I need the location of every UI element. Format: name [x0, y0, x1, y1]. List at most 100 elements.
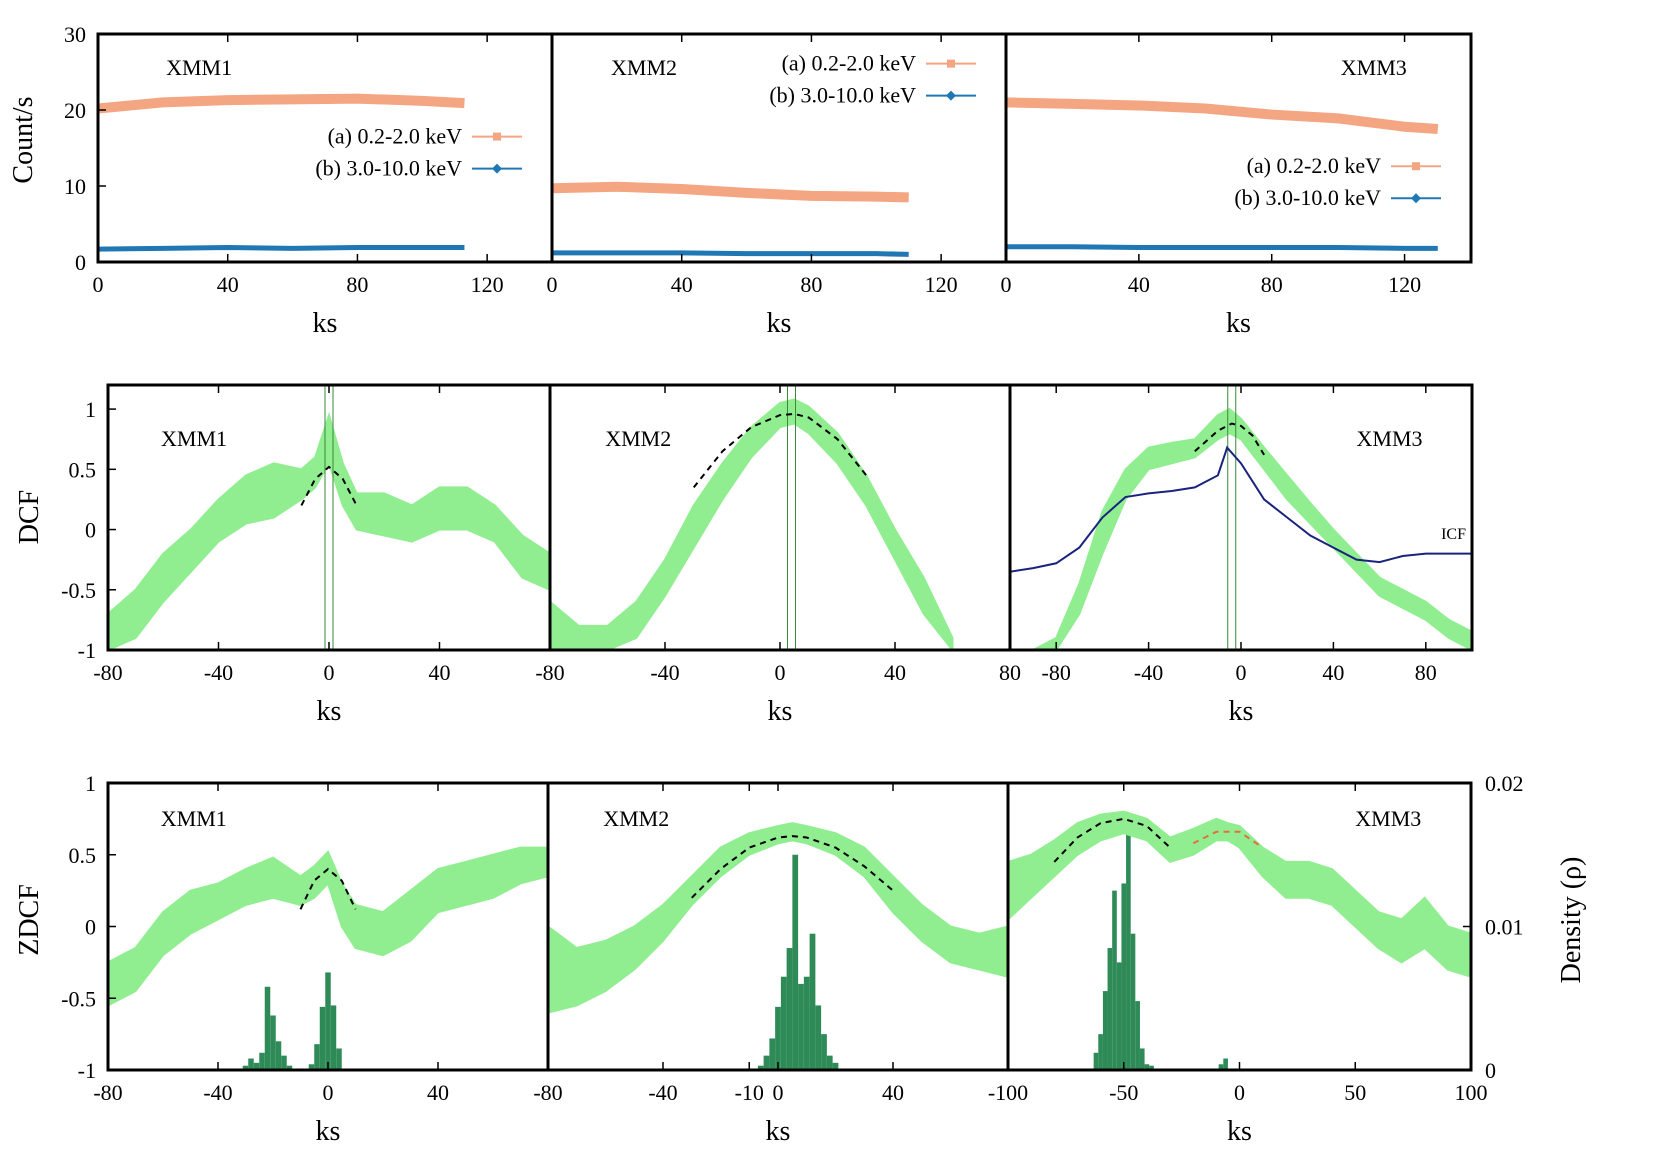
histogram-bar — [325, 972, 331, 1070]
histogram-bar — [1116, 962, 1122, 1070]
histogram-bar — [786, 948, 793, 1070]
plot-area — [550, 385, 954, 650]
x-tick-label: 0 — [93, 272, 104, 297]
x-tick-label: -80 — [93, 660, 122, 685]
histogram-bar — [1112, 890, 1117, 1070]
x-tick-label: 40 — [882, 1080, 904, 1105]
panel-title: XMM2 — [605, 426, 671, 451]
y-tick-label: 0 — [85, 915, 96, 940]
x-tick-label: 40 — [427, 1080, 449, 1105]
y-tick-label: 0 — [85, 518, 96, 543]
histogram-bar — [815, 1005, 822, 1070]
x-tick-label: 120 — [925, 272, 958, 297]
plot-area — [1008, 810, 1471, 1070]
y-tick-label: 0.5 — [69, 457, 97, 482]
icf-annotation: ICF — [1441, 526, 1466, 543]
panel-title: XMM3 — [1341, 55, 1407, 80]
panel-title: XMM1 — [166, 55, 232, 80]
gaussian-fit-line — [691, 835, 894, 899]
lightcurve-soft — [98, 93, 465, 114]
x-axis-label: ks — [313, 308, 338, 339]
dcf-error-band — [108, 411, 550, 650]
x-tick-label: -100 — [988, 1080, 1028, 1105]
histogram-bar — [1149, 1065, 1154, 1070]
histogram-bar — [286, 1065, 293, 1070]
gaussian-fit-line — [299, 867, 357, 910]
histogram-bar — [1139, 1048, 1145, 1070]
plot-area — [1010, 385, 1472, 650]
x-tick-label: 40 — [429, 660, 451, 685]
dcf-error-band — [550, 398, 954, 650]
panel-title: XMM3 — [1355, 806, 1421, 831]
icf-line — [1010, 445, 1472, 573]
x-tick-label: -80 — [93, 1080, 122, 1105]
peak-marker — [1227, 385, 1237, 650]
histogram-bar — [314, 1044, 320, 1070]
x-tick-label: -40 — [1134, 660, 1163, 685]
plot-area — [548, 822, 1008, 1070]
histogram-bar — [826, 1055, 833, 1070]
y-tick-label: -1 — [78, 1058, 96, 1083]
legend-marker — [1412, 162, 1420, 171]
peak-marker — [324, 385, 334, 650]
x-axis-label: ks — [766, 1116, 791, 1147]
histogram-bar — [769, 1038, 776, 1070]
histogram-bar — [270, 1015, 276, 1070]
panel-title: XMM2 — [611, 55, 677, 80]
y-tick-label: -0.5 — [61, 578, 96, 603]
histogram-bar — [253, 1062, 260, 1070]
gaussian-fit-line — [1053, 817, 1171, 863]
legend-marker — [492, 163, 502, 174]
x-tick-label: 50 — [1344, 1080, 1366, 1105]
panel-mid-3: -80 -40 0 40 80 ks XMM3 ICF — [1008, 383, 1474, 727]
panel-top-2: 0 40 80 120 ks XMM2 (a) 0.2-2.0 keV (b) 3.0-10.… — [547, 32, 1008, 339]
histogram-bar — [264, 986, 271, 1070]
gaussian-fit-line — [300, 465, 358, 506]
y-tick-label: 0 — [75, 250, 86, 275]
plot-area — [98, 93, 465, 252]
x-tick-label: -40 — [648, 1080, 677, 1105]
x-tick-label: 80 — [800, 272, 822, 297]
histogram-bar — [757, 1065, 764, 1070]
y2-tick-label: 0.02 — [1485, 771, 1524, 796]
panel-title: XMM2 — [603, 806, 669, 831]
x-tick-label: 80 — [999, 660, 1021, 685]
plot-area — [552, 181, 909, 257]
panel-frame — [1004, 32, 1473, 264]
x-tick-label: -10 — [735, 1080, 764, 1105]
gaussian-fit-line — [692, 412, 868, 489]
top-row-y-label: Count/s — [8, 96, 39, 183]
x-axis-label: ks — [1227, 1116, 1252, 1147]
legend-marker — [493, 132, 501, 141]
x-tick-label: 0 — [547, 272, 558, 297]
x-tick-label: 0 — [773, 1080, 784, 1105]
y2-tick-label: 0.01 — [1485, 915, 1524, 940]
lightcurve-hard — [552, 250, 909, 257]
panel-title: XMM1 — [161, 806, 227, 831]
histogram-bar — [275, 1041, 282, 1070]
histogram-bar — [803, 976, 810, 1070]
x-axis-label: ks — [1229, 696, 1254, 727]
histogram-bar — [242, 1065, 249, 1070]
x-axis-label: ks — [767, 308, 792, 339]
x-tick-label: 40 — [217, 272, 239, 297]
histogram-bar — [1218, 1064, 1224, 1070]
lightcurve-hard — [98, 245, 465, 252]
lightcurve-hard — [1006, 244, 1438, 251]
histogram-bar — [1130, 933, 1136, 1070]
x-tick-label: 40 — [1128, 272, 1150, 297]
x-tick-label: 40 — [884, 660, 906, 685]
x-tick-label: 0 — [1234, 1080, 1245, 1105]
histogram-bar — [1121, 883, 1127, 1070]
x-tick-label: -80 — [1042, 660, 1071, 685]
legend-entry-label: (b) 3.0-10.0 keV — [315, 156, 462, 181]
y-tick-label: 20 — [64, 98, 86, 123]
histogram-bar — [1102, 991, 1108, 1070]
y-tick-label: 1 — [85, 397, 96, 422]
histogram-bar — [1223, 1058, 1228, 1070]
histogram-bar — [775, 1006, 781, 1070]
histogram-bar — [809, 933, 816, 1070]
y-tick-label: 0.5 — [69, 843, 97, 868]
x-tick-label: 80 — [346, 272, 368, 297]
